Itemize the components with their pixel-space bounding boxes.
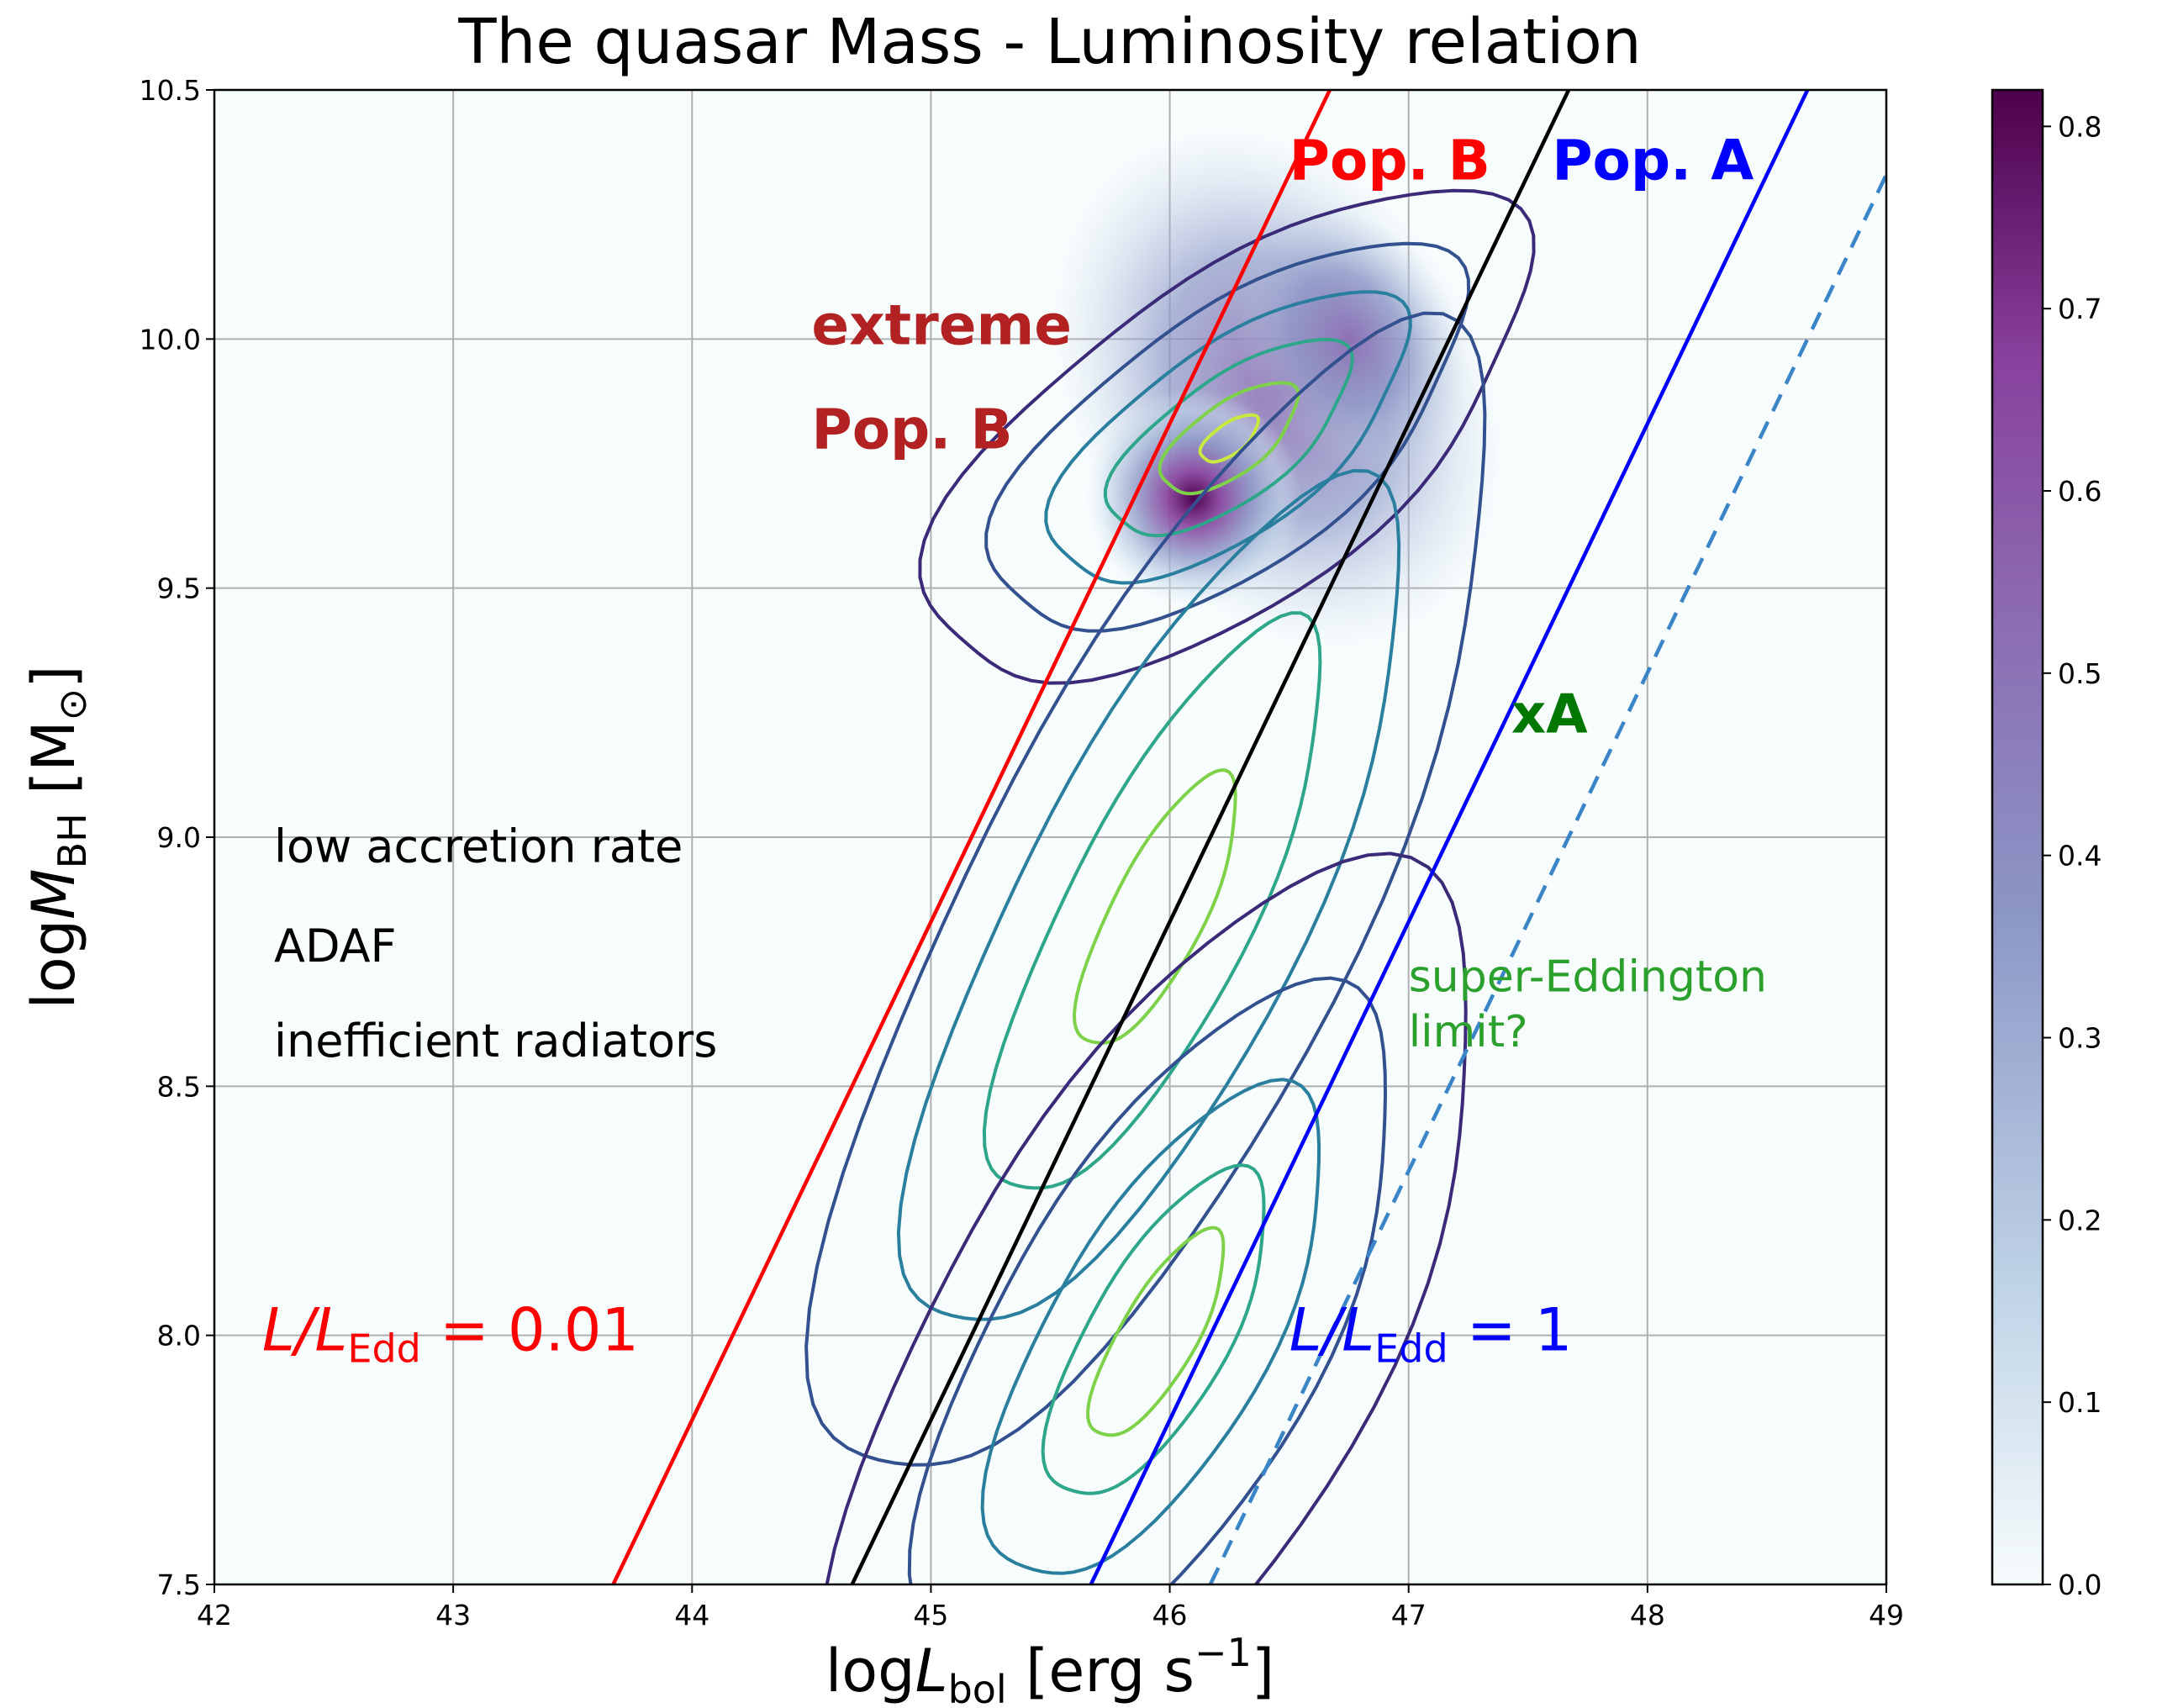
contour-pop-b (1044, 290, 1412, 585)
contour-pop-a (804, 311, 1487, 1467)
x-tick-label: 42 (197, 1599, 232, 1632)
y-tick-label: 10.5 (140, 74, 201, 107)
eddington-line (611, 90, 1332, 1584)
contour-pop-a (982, 611, 1322, 1190)
label-edd-low: L/LEdd = 0.01 (262, 1295, 639, 1371)
colorbar-tick-label: 0.6 (2058, 475, 2102, 508)
colorbar-tick-label: 0.4 (2058, 840, 2102, 872)
annotation-adaf: ADAF (274, 920, 397, 973)
contour-pop-b (1158, 381, 1300, 496)
x-tick-label: 45 (913, 1599, 948, 1632)
x-tick-label: 48 (1630, 1599, 1665, 1632)
x-tick-label: 47 (1391, 1599, 1427, 1632)
x-tick-label: 46 (1152, 1599, 1188, 1632)
annotation-ineff: inefficient radiators (274, 1015, 717, 1068)
eddington-line (850, 90, 1571, 1584)
annotation-super-edd-2: limit? (1409, 1007, 1528, 1057)
plot-area (213, 88, 1888, 1586)
y-tick-label: 7.5 (157, 1568, 201, 1601)
annotation-xa: xA (1511, 684, 1588, 746)
contour-xa (980, 1078, 1321, 1575)
colorbar-tick-label: 0.3 (2058, 1022, 2102, 1055)
x-tick-label: 49 (1869, 1599, 1904, 1632)
y-axis-label: logMBH [M⊙] (19, 665, 95, 1009)
colorbar-tick-label: 0.0 (2058, 1568, 2102, 1601)
x-tick-label: 43 (435, 1599, 471, 1632)
colorbar-tick-label: 0.5 (2058, 657, 2102, 690)
label-edd-one: L/LEdd = 1 (1289, 1295, 1573, 1371)
eddington-line (1208, 173, 1886, 1584)
y-tick-label: 8.0 (157, 1320, 201, 1352)
contour-xa (1041, 1163, 1266, 1495)
colorbar-tick-label: 0.2 (2058, 1204, 2102, 1236)
colorbar-tick-label: 0.7 (2058, 293, 2102, 325)
colorbar-gradient (1991, 88, 2044, 1586)
x-axis-ticks: 42 43 44 45 46 47 48 49 (197, 1584, 1904, 1632)
contour-pop-b (918, 188, 1536, 685)
annotation-pop-a-top: Pop. A (1552, 129, 1754, 193)
contour-xa (1086, 1226, 1226, 1437)
annotation-pop-b-top: Pop. B (1289, 129, 1490, 193)
contour-xa (907, 976, 1388, 1584)
colorbar-tick-label: 0.8 (2058, 110, 2102, 143)
annotation-low-acc: low accretion rate (274, 820, 683, 873)
y-tick-label: 9.5 (157, 572, 201, 605)
annotation-extreme-1: extreme (811, 293, 1072, 357)
contour-pop-b (984, 241, 1471, 633)
annotations: Pop. B Pop. A extreme Pop. B xA low accretion… (262, 129, 1767, 1372)
contour-pop-a (1072, 768, 1237, 1045)
colorbar: 0.0 0.1 0.2 0.3 0.4 0.5 0.6 0.7 0.8 (1991, 88, 2102, 1601)
x-axis-label: logLbol [erg s−1] (825, 1630, 1274, 1708)
colorbar-tick-label: 0.1 (2058, 1386, 2102, 1419)
contour-pop-a (896, 468, 1401, 1321)
y-tick-label: 8.5 (157, 1070, 201, 1103)
x-tick-label: 44 (674, 1599, 709, 1632)
density-peak-secondary (1232, 207, 1466, 472)
annotation-extreme-2: Pop. B (811, 398, 1012, 462)
colorbar-ticks: 0.0 0.1 0.2 0.3 0.4 0.5 0.6 0.7 0.8 (2043, 110, 2102, 1601)
y-tick-label: 9.0 (157, 821, 201, 854)
density-map (1054, 130, 1500, 647)
annotation-super-edd-1: super-Eddington (1409, 952, 1767, 1003)
y-axis-ticks: 7.5 8.0 8.5 9.0 9.5 10.0 10.5 (140, 74, 214, 1601)
chart-title: The quasar Mass - Luminosity relation (457, 6, 1641, 78)
y-tick-label: 10.0 (140, 323, 201, 356)
eddington-lines (611, 90, 1886, 1584)
contour-pop-b (1103, 337, 1354, 538)
eddington-line (1089, 90, 1810, 1584)
